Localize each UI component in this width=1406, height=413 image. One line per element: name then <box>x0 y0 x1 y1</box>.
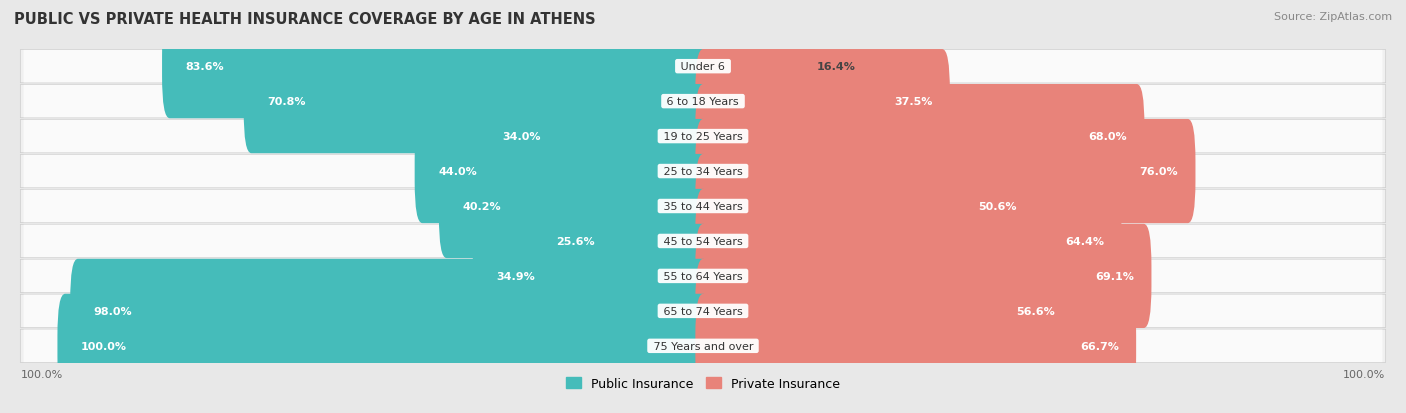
Text: 25 to 34 Years: 25 to 34 Years <box>659 166 747 177</box>
Text: 68.0%: 68.0% <box>1088 132 1128 142</box>
FancyBboxPatch shape <box>696 224 1152 328</box>
FancyBboxPatch shape <box>696 50 950 154</box>
FancyBboxPatch shape <box>20 260 1386 293</box>
FancyBboxPatch shape <box>20 50 1386 83</box>
FancyBboxPatch shape <box>696 259 1071 363</box>
Text: 44.0%: 44.0% <box>439 166 477 177</box>
FancyBboxPatch shape <box>24 225 1382 258</box>
FancyBboxPatch shape <box>696 15 815 119</box>
FancyBboxPatch shape <box>70 259 710 363</box>
FancyBboxPatch shape <box>20 330 1386 363</box>
Text: 6 to 18 Years: 6 to 18 Years <box>664 97 742 107</box>
Text: 19 to 25 Years: 19 to 25 Years <box>659 132 747 142</box>
FancyBboxPatch shape <box>24 190 1382 223</box>
FancyBboxPatch shape <box>243 50 710 154</box>
Text: 70.8%: 70.8% <box>267 97 307 107</box>
Legend: Public Insurance, Private Insurance: Public Insurance, Private Insurance <box>561 372 845 395</box>
Text: 50.6%: 50.6% <box>977 202 1017 211</box>
Text: 83.6%: 83.6% <box>186 62 225 72</box>
Text: 40.2%: 40.2% <box>463 202 501 211</box>
FancyBboxPatch shape <box>58 294 710 398</box>
Text: 37.5%: 37.5% <box>894 97 932 107</box>
FancyBboxPatch shape <box>20 120 1386 153</box>
FancyBboxPatch shape <box>439 154 710 259</box>
FancyBboxPatch shape <box>696 85 1144 189</box>
FancyBboxPatch shape <box>24 330 1382 362</box>
Text: 34.9%: 34.9% <box>496 271 536 281</box>
FancyBboxPatch shape <box>162 15 710 119</box>
FancyBboxPatch shape <box>20 225 1386 258</box>
FancyBboxPatch shape <box>24 155 1382 188</box>
FancyBboxPatch shape <box>478 85 710 189</box>
FancyBboxPatch shape <box>696 120 1195 223</box>
Text: 16.4%: 16.4% <box>817 62 856 72</box>
Text: 98.0%: 98.0% <box>94 306 132 316</box>
Text: 100.0%: 100.0% <box>21 369 63 379</box>
Text: 66.7%: 66.7% <box>1080 341 1119 351</box>
FancyBboxPatch shape <box>24 51 1382 83</box>
FancyBboxPatch shape <box>696 294 1136 398</box>
FancyBboxPatch shape <box>24 85 1382 118</box>
Text: PUBLIC VS PRIVATE HEALTH INSURANCE COVERAGE BY AGE IN ATHENS: PUBLIC VS PRIVATE HEALTH INSURANCE COVER… <box>14 12 596 27</box>
Text: 25.6%: 25.6% <box>555 236 595 247</box>
FancyBboxPatch shape <box>24 260 1382 292</box>
Text: Source: ZipAtlas.com: Source: ZipAtlas.com <box>1274 12 1392 22</box>
FancyBboxPatch shape <box>24 121 1382 153</box>
Text: 100.0%: 100.0% <box>82 341 127 351</box>
Text: 35 to 44 Years: 35 to 44 Years <box>659 202 747 211</box>
Text: 100.0%: 100.0% <box>1343 369 1385 379</box>
FancyBboxPatch shape <box>472 224 710 328</box>
Text: Under 6: Under 6 <box>678 62 728 72</box>
FancyBboxPatch shape <box>415 120 710 223</box>
FancyBboxPatch shape <box>696 154 1033 259</box>
Text: 64.4%: 64.4% <box>1066 236 1104 247</box>
FancyBboxPatch shape <box>20 294 1386 328</box>
FancyBboxPatch shape <box>20 85 1386 119</box>
FancyBboxPatch shape <box>24 295 1382 328</box>
Text: 76.0%: 76.0% <box>1140 166 1178 177</box>
FancyBboxPatch shape <box>696 190 1122 293</box>
Text: 34.0%: 34.0% <box>502 132 540 142</box>
Text: 75 Years and over: 75 Years and over <box>650 341 756 351</box>
Text: 55 to 64 Years: 55 to 64 Years <box>659 271 747 281</box>
FancyBboxPatch shape <box>20 190 1386 223</box>
FancyBboxPatch shape <box>531 190 710 293</box>
Text: 69.1%: 69.1% <box>1095 271 1135 281</box>
Text: 56.6%: 56.6% <box>1015 306 1054 316</box>
Text: 65 to 74 Years: 65 to 74 Years <box>659 306 747 316</box>
FancyBboxPatch shape <box>20 155 1386 188</box>
Text: 45 to 54 Years: 45 to 54 Years <box>659 236 747 247</box>
